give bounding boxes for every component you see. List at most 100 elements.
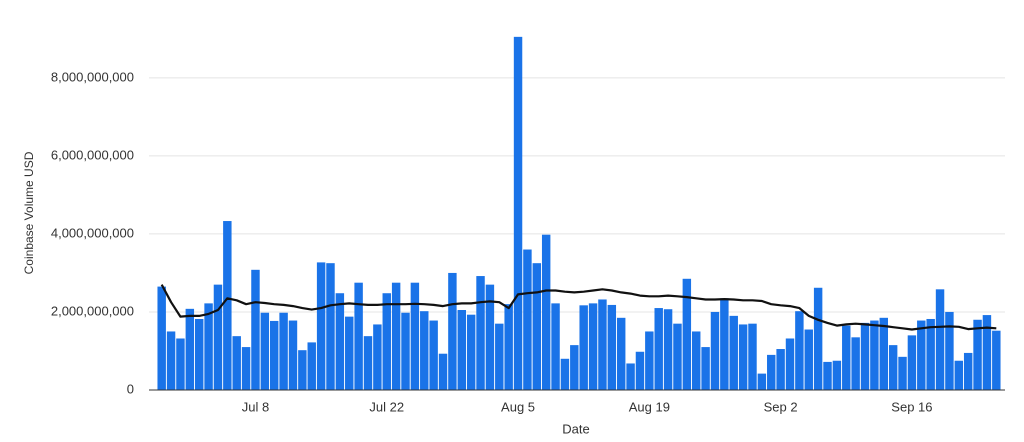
bar	[720, 298, 729, 390]
bar	[701, 347, 710, 390]
bar	[354, 282, 363, 390]
bar	[729, 315, 738, 390]
bar	[541, 234, 551, 390]
bar	[270, 320, 279, 390]
bar	[588, 303, 598, 390]
bar	[438, 353, 448, 390]
bar	[673, 323, 682, 390]
x-axis-label: Date	[562, 421, 589, 436]
bar	[448, 272, 457, 390]
bar	[185, 308, 195, 390]
bar	[466, 314, 476, 390]
bar	[738, 324, 748, 390]
bar	[457, 310, 466, 390]
bar	[345, 316, 354, 390]
bar	[710, 311, 720, 390]
bar	[560, 358, 570, 390]
bar	[157, 286, 166, 390]
bar	[495, 323, 504, 390]
bar	[316, 262, 326, 390]
y-tick-label: 8,000,000,000	[51, 69, 134, 84]
bar	[870, 320, 879, 390]
bar	[241, 347, 251, 390]
bar	[391, 282, 401, 390]
x-tick-label: Sep 16	[891, 399, 932, 414]
bar	[682, 278, 692, 390]
x-tick-label: Aug 5	[501, 399, 535, 414]
bar	[907, 335, 917, 390]
bar	[298, 350, 307, 390]
bar	[429, 320, 438, 390]
bar	[635, 351, 645, 390]
x-tick-label: Aug 19	[629, 399, 670, 414]
bar	[982, 315, 992, 390]
bar	[607, 304, 617, 390]
bar	[860, 322, 870, 390]
bar	[204, 303, 213, 390]
y-tick-label: 6,000,000,000	[51, 147, 134, 162]
bar	[879, 317, 888, 390]
y-tick-label: 2,000,000,000	[51, 303, 134, 318]
bar	[626, 363, 635, 390]
bar	[335, 293, 345, 390]
bar	[551, 303, 560, 390]
bar	[251, 269, 260, 390]
bar	[954, 360, 964, 390]
bar	[504, 304, 513, 390]
bar	[213, 284, 223, 390]
bar	[420, 311, 429, 390]
bar	[373, 324, 382, 390]
y-axis-label: Coinbase Volume USD	[22, 151, 36, 274]
bar	[176, 338, 185, 390]
bar	[935, 289, 945, 390]
bar	[654, 308, 663, 390]
bar	[476, 276, 485, 390]
bar	[194, 318, 204, 390]
bar	[532, 263, 542, 390]
bar	[992, 330, 1001, 390]
bar	[523, 249, 532, 390]
trend-line	[160, 284, 997, 331]
x-tick-label: Sep 2	[764, 399, 798, 414]
bar	[232, 336, 241, 390]
x-tick-label: Jul 22	[369, 399, 404, 414]
bar	[898, 356, 907, 390]
bar	[326, 263, 335, 390]
y-tick-label: 4,000,000,000	[51, 225, 134, 240]
bar	[945, 311, 954, 390]
bar	[645, 331, 654, 390]
bar	[513, 36, 523, 390]
bar	[785, 338, 795, 390]
bar	[485, 284, 495, 390]
bar	[579, 305, 588, 390]
bar	[401, 312, 410, 390]
bar	[279, 312, 288, 390]
bar	[748, 323, 757, 390]
bar	[410, 282, 420, 390]
bar	[166, 331, 176, 390]
bar	[288, 320, 298, 390]
bar	[307, 342, 316, 390]
bar	[692, 331, 701, 390]
bar	[616, 317, 626, 390]
bar	[926, 318, 935, 390]
bar	[832, 360, 842, 390]
bar	[917, 320, 926, 390]
bar	[842, 325, 851, 390]
bar	[767, 354, 776, 390]
bar	[663, 309, 673, 390]
bar	[813, 287, 823, 390]
y-tick-label: 0	[127, 381, 134, 396]
bar	[795, 311, 804, 390]
bar	[804, 329, 813, 390]
bar	[223, 221, 232, 390]
bar	[260, 312, 270, 390]
bar	[888, 345, 898, 390]
bar	[851, 337, 860, 390]
bar	[363, 336, 373, 390]
x-tick-label: Jul 8	[242, 399, 269, 414]
bar	[973, 319, 982, 390]
bar	[382, 293, 391, 390]
bar	[963, 352, 973, 390]
